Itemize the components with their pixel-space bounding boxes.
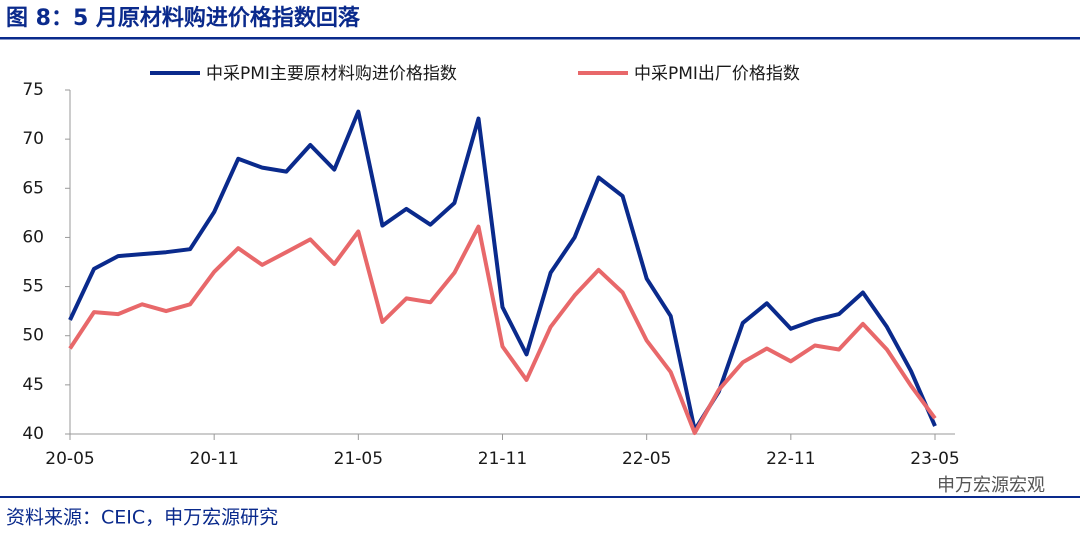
series-line bbox=[68, 109, 937, 433]
x-tick-label: 22-11 bbox=[766, 449, 815, 469]
y-tick-label: 75 bbox=[22, 80, 44, 100]
footer-rule bbox=[0, 496, 1080, 498]
x-tick-label: 20-11 bbox=[189, 449, 238, 469]
watermark: 申万宏源宏观 bbox=[937, 475, 1045, 496]
x-tick-label: 20-05 bbox=[45, 449, 94, 469]
legend-label: 中采PMI主要原材料购进价格指数 bbox=[206, 64, 457, 84]
legend-label: 中采PMI出厂价格指数 bbox=[634, 64, 800, 84]
x-tick-label: 22-05 bbox=[622, 449, 671, 469]
x-tick-label: 23-05 bbox=[910, 449, 959, 469]
source-note: 资料来源：CEIC，申万宏源研究 bbox=[6, 507, 278, 529]
x-tick-label: 21-11 bbox=[478, 449, 527, 469]
chart-title: 图 8：5 月原材料购进价格指数回落 bbox=[6, 5, 361, 31]
y-tick-label: 45 bbox=[22, 375, 44, 395]
y-tick-label: 65 bbox=[22, 178, 44, 198]
series-line bbox=[68, 224, 937, 435]
y-tick-label: 40 bbox=[22, 424, 44, 444]
x-tick-label: 21-05 bbox=[334, 449, 383, 469]
y-tick-label: 70 bbox=[22, 129, 44, 149]
y-tick-label: 50 bbox=[22, 326, 44, 346]
y-tick-label: 60 bbox=[22, 227, 44, 247]
title-rule bbox=[0, 37, 1080, 40]
y-tick-label: 55 bbox=[22, 277, 44, 297]
